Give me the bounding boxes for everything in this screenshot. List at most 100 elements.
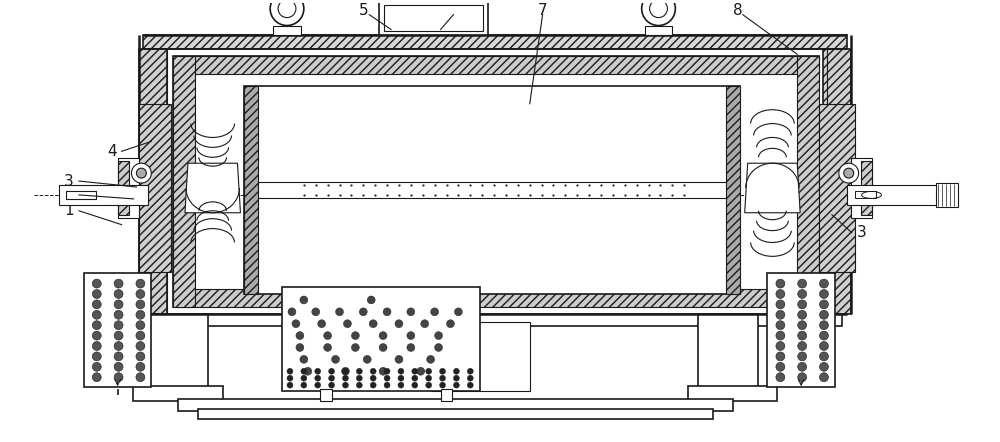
Bar xyxy=(273,26,301,35)
Circle shape xyxy=(329,382,335,388)
Circle shape xyxy=(467,368,473,374)
Circle shape xyxy=(453,375,459,381)
Circle shape xyxy=(776,290,785,298)
Bar xyxy=(384,5,483,31)
Circle shape xyxy=(318,320,326,328)
Circle shape xyxy=(92,352,101,361)
Circle shape xyxy=(329,368,335,374)
Circle shape xyxy=(798,300,807,309)
Circle shape xyxy=(304,367,312,375)
Circle shape xyxy=(407,343,415,351)
Circle shape xyxy=(300,355,308,363)
Circle shape xyxy=(324,332,332,339)
Circle shape xyxy=(136,310,145,319)
Bar xyxy=(726,86,740,294)
Bar xyxy=(198,409,713,419)
Bar xyxy=(819,104,855,272)
Circle shape xyxy=(819,300,828,309)
Circle shape xyxy=(315,368,321,374)
Circle shape xyxy=(114,321,123,330)
Circle shape xyxy=(467,375,473,381)
Bar xyxy=(118,161,129,215)
Circle shape xyxy=(301,375,307,381)
Circle shape xyxy=(367,296,375,304)
Circle shape xyxy=(92,300,101,309)
Circle shape xyxy=(288,308,296,316)
Bar xyxy=(855,191,876,198)
Circle shape xyxy=(776,310,785,319)
Circle shape xyxy=(292,320,300,328)
Text: 8: 8 xyxy=(733,3,743,18)
Bar xyxy=(173,56,819,74)
Circle shape xyxy=(421,320,429,328)
Circle shape xyxy=(395,355,403,363)
Circle shape xyxy=(426,375,432,381)
Circle shape xyxy=(398,368,404,374)
Circle shape xyxy=(776,321,785,330)
Circle shape xyxy=(454,308,462,316)
Circle shape xyxy=(412,375,418,381)
Circle shape xyxy=(819,279,828,288)
Circle shape xyxy=(798,321,807,330)
Circle shape xyxy=(379,367,387,375)
Circle shape xyxy=(650,0,667,18)
Circle shape xyxy=(92,279,101,288)
Circle shape xyxy=(287,375,293,381)
Circle shape xyxy=(407,332,415,339)
Circle shape xyxy=(798,362,807,371)
Bar xyxy=(851,158,872,218)
Circle shape xyxy=(776,279,785,288)
Circle shape xyxy=(114,300,123,309)
Circle shape xyxy=(136,279,145,288)
Circle shape xyxy=(287,382,293,388)
Bar xyxy=(84,273,151,387)
Circle shape xyxy=(136,331,145,340)
Circle shape xyxy=(370,368,376,374)
Bar xyxy=(148,314,208,389)
Circle shape xyxy=(114,279,123,288)
Circle shape xyxy=(776,362,785,371)
Bar xyxy=(431,322,530,391)
Circle shape xyxy=(379,332,387,339)
Circle shape xyxy=(395,320,403,328)
Circle shape xyxy=(341,367,349,375)
Circle shape xyxy=(453,368,459,374)
Bar xyxy=(823,50,851,314)
Circle shape xyxy=(447,320,454,328)
Circle shape xyxy=(296,332,304,339)
Circle shape xyxy=(776,352,785,361)
Circle shape xyxy=(412,382,418,388)
Circle shape xyxy=(136,321,145,330)
Circle shape xyxy=(356,382,362,388)
Circle shape xyxy=(384,375,390,381)
Text: 6: 6 xyxy=(451,3,460,18)
Bar xyxy=(861,161,872,215)
Bar xyxy=(688,386,777,401)
Bar xyxy=(59,185,148,205)
Bar xyxy=(394,0,473,1)
Text: 1: 1 xyxy=(64,203,74,218)
Bar xyxy=(133,386,223,401)
Bar xyxy=(645,26,672,35)
Bar xyxy=(320,389,332,401)
Circle shape xyxy=(435,332,443,339)
Circle shape xyxy=(342,382,348,388)
Bar xyxy=(148,314,842,326)
Circle shape xyxy=(839,163,859,183)
Circle shape xyxy=(435,343,443,351)
Text: 2: 2 xyxy=(64,187,74,202)
Circle shape xyxy=(114,342,123,351)
Circle shape xyxy=(776,300,785,309)
Circle shape xyxy=(92,342,101,351)
Circle shape xyxy=(136,362,145,371)
Bar xyxy=(143,35,847,50)
Text: 4: 4 xyxy=(107,144,116,159)
Circle shape xyxy=(287,368,293,374)
Circle shape xyxy=(819,342,828,351)
Circle shape xyxy=(278,0,296,18)
Circle shape xyxy=(342,375,348,381)
Bar xyxy=(178,399,733,411)
Bar xyxy=(244,86,258,294)
Bar xyxy=(139,50,167,314)
Bar xyxy=(797,56,819,307)
